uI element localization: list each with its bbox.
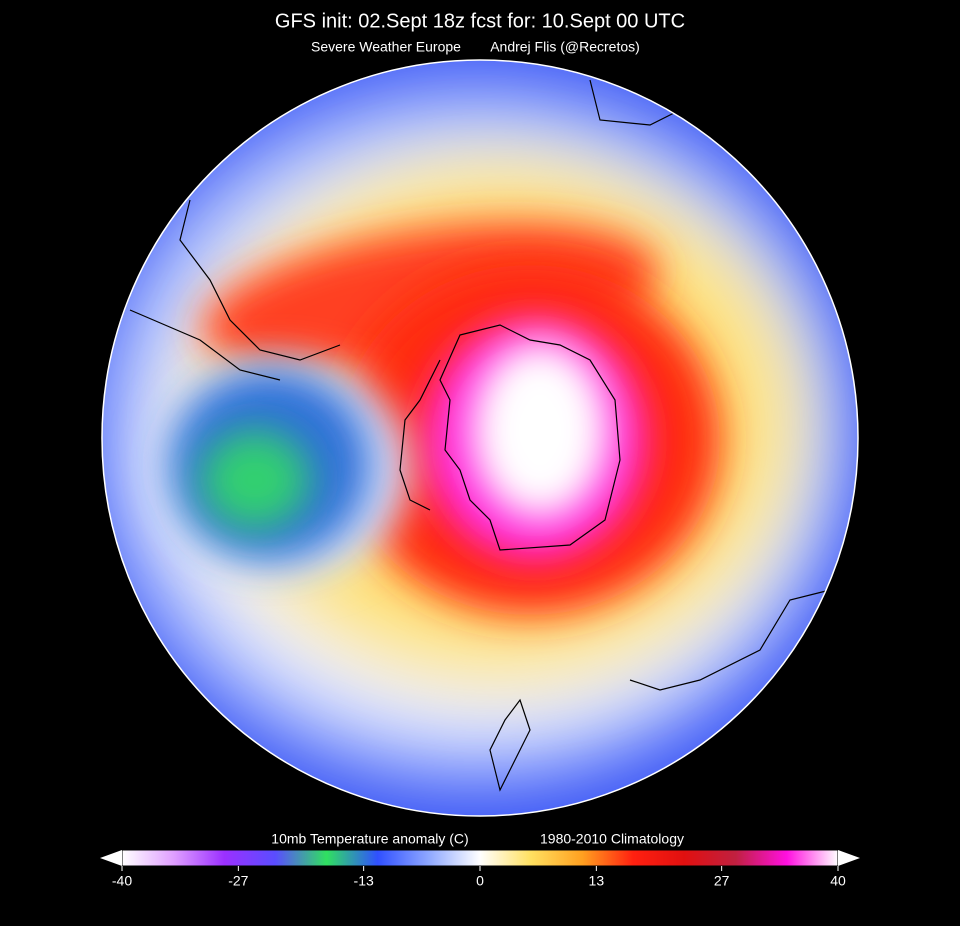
colorbar-label: 10mb Temperature anomaly (C) xyxy=(271,831,468,847)
colorbar-tick-label: 13 xyxy=(589,873,605,889)
colorbar-tick-label: -40 xyxy=(112,873,132,889)
map-title: GFS init: 02.Sept 18z fcst for: 10.Sept … xyxy=(275,10,685,32)
colorbar xyxy=(121,849,839,867)
author-label: Andrej Flis (@Recretos) xyxy=(490,39,640,55)
colorbar-max-arrow xyxy=(838,850,860,866)
colorbar-tick-label: 27 xyxy=(714,873,730,889)
map-disk xyxy=(102,60,858,816)
colorbar-tick-label: -13 xyxy=(354,873,374,889)
colorbar-tick-label: -27 xyxy=(228,873,248,889)
source-label: Severe Weather Europe xyxy=(311,39,461,55)
colorbar-tick-label: 40 xyxy=(830,873,846,889)
colorbar-tick-label: 0 xyxy=(476,873,484,889)
colorbar-min-arrow xyxy=(100,850,122,866)
map-border xyxy=(101,59,859,817)
colorbar-reference: 1980-2010 Climatology xyxy=(540,831,684,847)
